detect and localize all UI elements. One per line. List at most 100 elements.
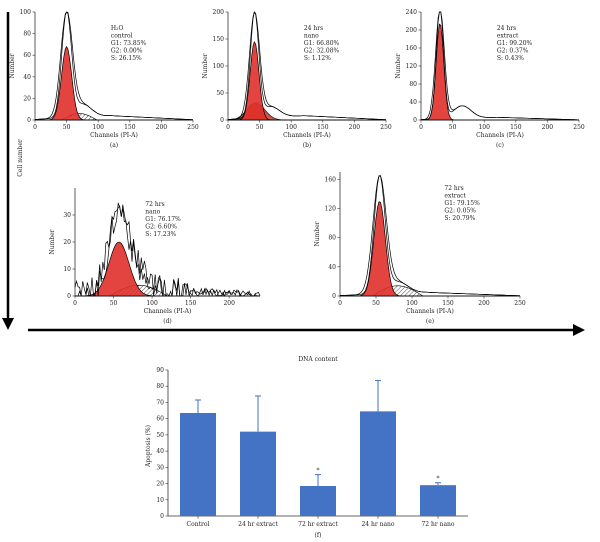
bar-chart-panel-f: DNA content Apoptosis (%) (f) 0 10 20 30 40 5… (145, 356, 468, 539)
y-tick-label: 20 (156, 481, 164, 488)
y-tick-label: 90 (156, 367, 164, 374)
annotation-line: 24 hrs (497, 25, 516, 32)
annotation-line: G1: 99.20% (497, 40, 533, 47)
y-tick-label: 60 (23, 52, 31, 59)
y-tick-label: 150 (213, 36, 225, 43)
y-tick-label: 10 (156, 497, 164, 504)
raw-trace (420, 11, 579, 121)
y-tick-label: 20 (63, 239, 71, 246)
annotation-line: extract (497, 33, 519, 40)
y-tick-label: 240 (406, 9, 418, 16)
y-tick-label: 200 (406, 27, 418, 34)
annotation-line: G1: 66.80% (304, 40, 340, 47)
y-tick-label: 0 (220, 117, 224, 124)
y-tick-label: 200 (213, 9, 225, 16)
y-tick-label: 30 (63, 212, 71, 219)
y-tick-label: 50 (216, 90, 224, 97)
y-tick-label: 40 (409, 99, 417, 106)
annotation-line: 72 hrs (444, 185, 463, 192)
annotation-line: G2: 0.00% (111, 48, 143, 55)
x-tick-label: 200 (478, 300, 490, 307)
y-axis-label: Number (202, 53, 209, 78)
y-tick-label: 80 (23, 31, 31, 38)
y-tick-label: 70 (156, 399, 164, 406)
x-tick-label: 200 (156, 124, 168, 131)
x-tick-label: Control (187, 521, 210, 528)
y-tick-label: 30 (156, 464, 164, 471)
x-tick-label: 50 (449, 124, 457, 131)
y-tick-label: 20 (23, 95, 31, 102)
annotation-line: G1: 79.15% (444, 200, 480, 207)
x-tick-label: 100 (92, 124, 104, 131)
g1-peak (228, 40, 386, 121)
y-tick-label: 160 (406, 45, 418, 52)
y-tick-label: 0 (160, 513, 164, 520)
y-axis-label: Number (49, 229, 56, 254)
y-tick-label: 80 (409, 81, 417, 88)
x-tick-label: 0 (33, 124, 37, 131)
annotation-line: G2: 32.08% (304, 48, 340, 55)
x-tick-label: 250 (514, 300, 526, 307)
y-tick-label: 120 (406, 63, 418, 70)
y-tick-label: 0 (332, 293, 336, 300)
panel-label: (c) (496, 142, 504, 149)
x-tick-label: 150 (317, 124, 329, 131)
annotation-line: S: 17.23% (145, 231, 176, 238)
bar-chart-title: DNA content (298, 356, 338, 363)
g1-peak (35, 45, 193, 121)
panel-label: (a) (110, 142, 118, 149)
annotation-line: H₂O (111, 25, 124, 32)
x-tick-label: 250 (187, 124, 199, 131)
annotation-line: S: 26.15% (111, 55, 142, 62)
y-tick-label: 60 (156, 416, 164, 423)
y-axis-label: Number (9, 53, 16, 78)
histogram-panel-b: 0 50 100 150 200 250 0 50 100 150 200 Channels (PI-… (202, 9, 392, 149)
bar-chart-ylabel: Apoptosis (%) (145, 425, 152, 468)
panel-label: (d) (163, 318, 172, 325)
y-axis-label: Number (395, 53, 402, 78)
x-tick-label: 100 (478, 124, 490, 131)
annotation-line: G1: 73.85% (111, 40, 147, 47)
y-tick-label: 80 (156, 383, 164, 390)
raw-trace (227, 11, 387, 121)
y-tick-label: 100 (20, 9, 32, 16)
x-tick-label: 50 (110, 300, 118, 307)
annotation-line: S: 0.43% (497, 55, 524, 62)
g1-peak (340, 201, 520, 297)
x-axis-label: Channels (PI-A) (406, 308, 454, 315)
x-axis-label: Channels (PI-A) (144, 308, 192, 315)
x-tick-label: 200 (542, 124, 554, 131)
bar (240, 431, 276, 516)
histogram-panel-d: 0 50 100 150 200 0 10 20 30 Channels (PI-A) (d) Num… (49, 188, 261, 325)
y-tick-label: 120 (325, 205, 337, 212)
x-tick-label: 72 hr extract (298, 521, 338, 528)
raw-trace (339, 175, 520, 297)
g1-peak (421, 23, 579, 121)
x-tick-label: 200 (349, 124, 361, 131)
y-tick-label: 100 (213, 63, 225, 70)
y-tick-label: 0 (67, 293, 71, 300)
y-axis-label: Number (314, 221, 321, 246)
x-tick-label: 150 (510, 124, 522, 131)
x-tick-label: 24 hr nano (361, 521, 394, 528)
bar (420, 485, 456, 516)
y-tick-label: 10 (63, 266, 71, 273)
raw-trace (74, 204, 261, 297)
y-tick-label: 0 (413, 117, 417, 124)
x-axis-label: Channels (PI-A) (90, 132, 138, 139)
bar (180, 412, 216, 516)
histogram-panel-c: 0 50 100 150 200 250 0 40 80 120 160 200 240 Channels… (395, 9, 585, 149)
annotation-line: nano (145, 209, 160, 216)
x-tick-label: 250 (380, 124, 392, 131)
y-tick-label: 40 (328, 264, 336, 271)
raw-trace (34, 11, 194, 121)
cell-number-arrow (2, 12, 14, 330)
x-tick-label: 0 (419, 124, 423, 131)
channels-arrow (28, 324, 585, 336)
significance-marker: * (317, 468, 320, 475)
x-tick-label: 72 hr nano (421, 521, 454, 528)
bar-chart-panel-label: (f) (315, 532, 322, 539)
annotation-line: nano (304, 33, 319, 40)
x-tick-label: 50 (256, 124, 264, 131)
